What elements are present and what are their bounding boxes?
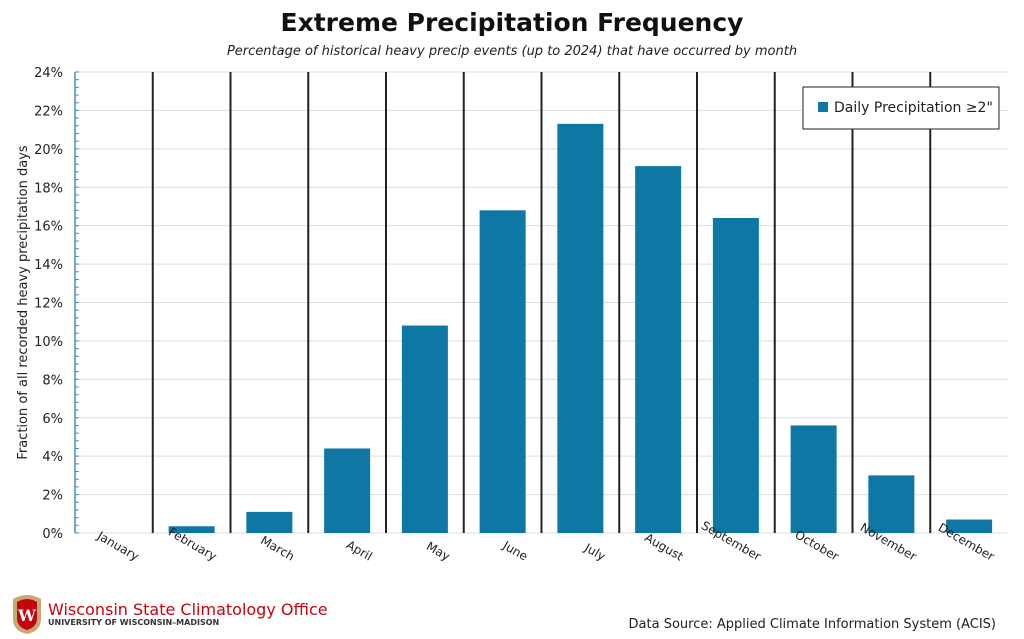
y-tick-label: 4% — [42, 450, 63, 465]
bar-october — [790, 425, 837, 533]
y-tick-label: 20% — [34, 143, 63, 158]
chart-title: Extreme Precipitation Frequency — [280, 8, 744, 37]
bar-december — [946, 519, 993, 533]
bar-august — [635, 166, 682, 533]
y-tick-label: 2% — [42, 489, 63, 504]
x-tick-label: April — [344, 538, 375, 564]
bar-june — [479, 210, 526, 534]
org-name: Wisconsin State Climatology Office — [48, 600, 328, 619]
y-tick-label: 8% — [42, 373, 63, 388]
y-tick-label: 6% — [42, 412, 63, 427]
bar-july — [557, 123, 604, 534]
data-source: Data Source: Applied Climate Information… — [628, 617, 996, 632]
bar-november — [868, 475, 915, 533]
x-tick-label: May — [424, 539, 452, 564]
x-tick-label: March — [258, 533, 297, 563]
y-tick-label: 12% — [34, 297, 63, 312]
legend-box — [802, 86, 1000, 130]
svg-text:W: W — [17, 606, 37, 625]
legend-label: Daily Precipitation ≥2" — [834, 100, 993, 116]
y-tick-label: 22% — [34, 104, 63, 119]
bar-april — [324, 448, 371, 533]
x-tick-label: June — [500, 538, 531, 564]
bar-september — [712, 217, 759, 533]
y-tick-label: 14% — [34, 258, 63, 273]
bar-may — [401, 325, 448, 533]
bar-february — [168, 526, 215, 533]
y-tick-label: 18% — [34, 181, 63, 196]
wsco-logo: W Wisconsin State Climatology Office UNI… — [10, 593, 328, 635]
x-tick-label: January — [94, 528, 141, 563]
x-tick-label: August — [642, 530, 686, 563]
y-tick-label: 10% — [34, 335, 63, 350]
legend-swatch — [818, 102, 828, 112]
university-name: UNIVERSITY OF WISCONSIN–MADISON — [48, 618, 220, 627]
uw-crest-icon: W — [13, 595, 41, 634]
y-tick-label: 0% — [42, 527, 63, 542]
y-tick-label: 16% — [34, 220, 63, 235]
x-tick-label: July — [581, 540, 608, 563]
y-tick-label: 24% — [34, 66, 63, 81]
y-axis-label: Fraction of all recorded heavy precipita… — [16, 145, 31, 460]
chart-subtitle: Percentage of historical heavy precip ev… — [226, 44, 798, 59]
bar-march — [246, 511, 293, 533]
